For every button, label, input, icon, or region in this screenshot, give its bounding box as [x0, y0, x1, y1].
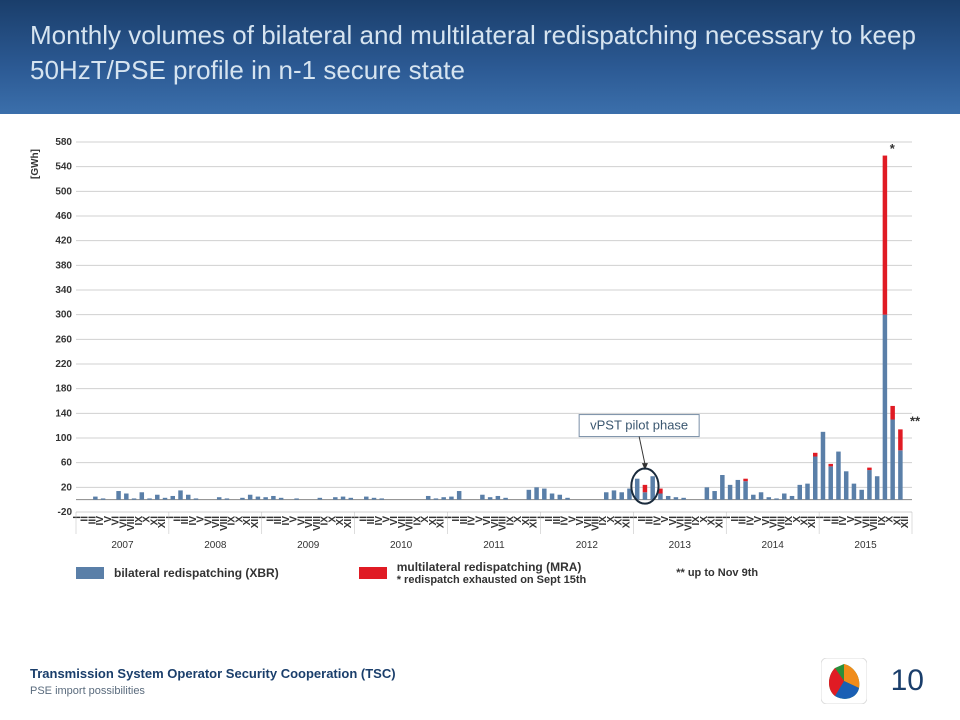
- slide-footer: Transmission System Operator Security Co…: [0, 646, 960, 720]
- svg-text:vPST pilot phase: vPST pilot phase: [590, 418, 688, 433]
- svg-text:2015: 2015: [854, 540, 877, 551]
- svg-text:580: 580: [55, 137, 72, 148]
- svg-text:180: 180: [55, 384, 72, 395]
- svg-text:140: 140: [55, 409, 72, 420]
- svg-text:2010: 2010: [390, 540, 413, 551]
- svg-text:100: 100: [55, 433, 72, 444]
- legend-label-mra: multilateral redispatching (MRA): [397, 560, 587, 574]
- legend-swatch-mra: [359, 567, 387, 579]
- svg-text:2007: 2007: [111, 540, 134, 551]
- svg-text:-20: -20: [58, 507, 73, 518]
- svg-text:2014: 2014: [762, 540, 785, 551]
- svg-text:380: 380: [55, 261, 72, 272]
- svg-text:**: **: [910, 414, 921, 429]
- tsc-logo-icon: [821, 658, 867, 704]
- legend-swatch-xbr: [76, 567, 104, 579]
- legend-footnote-2: ** up to Nov 9th: [676, 567, 758, 579]
- svg-text:2009: 2009: [297, 540, 320, 551]
- svg-text:*: *: [890, 141, 896, 156]
- svg-text:2013: 2013: [669, 540, 692, 551]
- svg-text:60: 60: [61, 458, 73, 469]
- svg-text:20: 20: [61, 483, 73, 494]
- page-number: 10: [891, 664, 924, 698]
- footer-org: Transmission System Operator Security Co…: [30, 666, 396, 681]
- chart-legend: bilateral redispatching (XBR) multilater…: [24, 560, 930, 586]
- footer-subtitle: PSE import possibilities: [30, 685, 396, 697]
- svg-text:XII: XII: [900, 516, 911, 528]
- svg-text:420: 420: [55, 236, 72, 247]
- chart-container: -20 20 60 100 140 180 220 260 300 340 380 420 460 500…: [0, 114, 960, 646]
- svg-text:2012: 2012: [576, 540, 599, 551]
- slide-title: Monthly volumes of bilateral and multila…: [30, 18, 930, 88]
- legend-footnote-1: * redispatch exhausted on Sept 15th: [397, 574, 587, 586]
- svg-text:260: 260: [55, 335, 72, 346]
- svg-text:460: 460: [55, 211, 72, 222]
- svg-text:500: 500: [55, 187, 72, 198]
- svg-text:220: 220: [55, 359, 72, 370]
- svg-text:[GWh]: [GWh]: [30, 149, 41, 179]
- svg-text:2011: 2011: [483, 540, 505, 551]
- redispatch-bar-chart: -20 20 60 100 140 180 220 260 300 340 380 420 460 500…: [24, 134, 930, 554]
- legend-label-xbr: bilateral redispatching (XBR): [114, 566, 279, 580]
- svg-text:300: 300: [55, 310, 72, 321]
- svg-text:540: 540: [55, 162, 72, 173]
- slide-header: Monthly volumes of bilateral and multila…: [0, 0, 960, 114]
- svg-text:340: 340: [55, 285, 72, 296]
- svg-text:2008: 2008: [204, 540, 227, 551]
